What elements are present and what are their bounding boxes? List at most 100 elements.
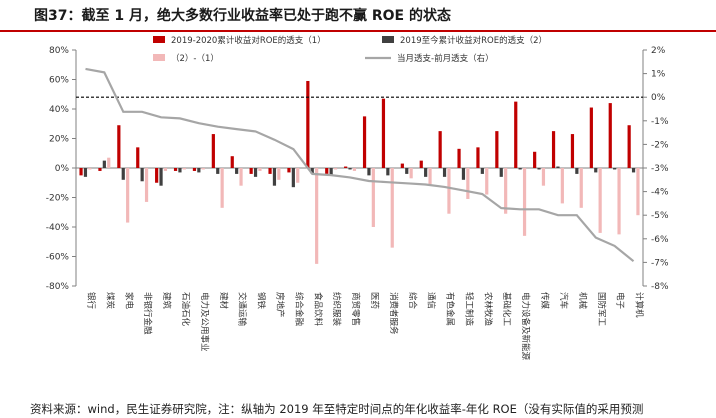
- bar-series-3: [163, 168, 168, 171]
- bar-series-3: [504, 168, 508, 214]
- bar-series-2: [405, 168, 409, 174]
- x-category-label: 农林牧渔: [482, 292, 493, 327]
- bar-series-2: [121, 168, 125, 180]
- bar-series-1: [249, 168, 253, 174]
- left-tick-label: -40%: [46, 223, 70, 233]
- legend-label-1: 2019-2020累计收益对ROE的透支（1）: [171, 35, 326, 46]
- bar-series-2: [499, 168, 503, 177]
- bar-series-1: [608, 103, 612, 168]
- bar-series-1: [438, 131, 442, 168]
- left-tick-label: -80%: [46, 282, 70, 292]
- bar-series-1: [381, 98, 386, 168]
- x-category-label: 医药: [369, 292, 380, 309]
- bar-series-2: [556, 166, 560, 168]
- bar-series-2: [197, 168, 201, 173]
- x-category-label: 通信: [426, 292, 437, 310]
- bar-series-1: [155, 168, 159, 183]
- bar-series-3: [201, 168, 205, 170]
- bar-series-3: [390, 168, 394, 248]
- bar-series-1: [400, 163, 404, 168]
- bar-series-3: [126, 168, 130, 223]
- right-tick-label: -5%: [651, 211, 669, 221]
- bar-series-2: [613, 168, 617, 170]
- bar-series-3: [144, 168, 149, 202]
- right-tick-label: -1%: [651, 117, 669, 127]
- left-tick-label: 80%: [49, 46, 69, 56]
- bar-series-3: [239, 168, 243, 186]
- bar-series-2: [461, 168, 466, 180]
- bar-series-3: [277, 168, 281, 180]
- right-tick-label: 2%: [651, 46, 666, 56]
- bar-series-3: [522, 168, 527, 236]
- left-tick-label: 60%: [49, 76, 69, 86]
- right-tick-label: -7%: [651, 258, 669, 268]
- line-series-monthly-change: [85, 67, 635, 263]
- x-category-label: 综合: [407, 292, 418, 310]
- bar-series-3: [598, 168, 602, 233]
- bar-series-3: [636, 168, 640, 216]
- x-category-label: 银行: [86, 292, 97, 310]
- chart: 80% 60% 40% 20% 0% -20% -40% -60% -80% 2% 1% 0% -1% -…: [46, 35, 669, 361]
- right-tick-label: -6%: [651, 235, 669, 245]
- bar-series-1: [211, 134, 215, 168]
- title-bar: 图37：截至 1 月，绝大多数行业收益率已处于跑不赢 ROE 的状态: [0, 0, 716, 32]
- bar-series-1: [192, 168, 197, 171]
- left-tick-label: 20%: [49, 135, 69, 145]
- bar-series-3: [541, 168, 546, 186]
- bar-series-3: [296, 168, 300, 183]
- x-category-label: 综合金融: [293, 292, 304, 327]
- bar-series-1: [173, 168, 178, 171]
- x-category-label: 国防军工: [596, 292, 607, 327]
- x-category-label: 汽车: [558, 292, 569, 309]
- bar-series-2: [442, 168, 447, 177]
- bar-series-1: [230, 156, 234, 168]
- bar-series-1: [344, 166, 348, 168]
- bar-series-3: [220, 168, 224, 208]
- bar-series-1: [627, 125, 631, 168]
- legend-label-4: 当月透支-前月透支（右）: [397, 53, 494, 64]
- bar-series-3: [617, 168, 621, 235]
- legend-swatch-2: [382, 36, 394, 43]
- bar-series-1: [476, 147, 480, 168]
- x-category-label: 钢铁: [256, 292, 267, 310]
- bar-series-2: [386, 168, 390, 176]
- bar-series-2: [140, 168, 144, 182]
- bar-series-3: [409, 168, 413, 179]
- left-tick-label: 40%: [49, 105, 69, 115]
- legend-label-3: （2）-（1）: [171, 53, 219, 64]
- x-category-label: 房地产: [274, 292, 285, 318]
- x-category-label: 电子: [615, 292, 626, 310]
- bar-series-2: [235, 168, 239, 174]
- bar-series-2: [480, 168, 484, 174]
- bar-series-2: [178, 168, 182, 173]
- bar-series-1: [268, 168, 272, 174]
- bar-series-1: [570, 134, 575, 168]
- right-tick-label: -8%: [651, 282, 669, 292]
- bar-series-2: [367, 168, 371, 176]
- bar-series-2: [272, 168, 277, 186]
- bar-series-1: [495, 131, 499, 168]
- bar-series-1: [287, 168, 291, 173]
- x-category-label: 交通运输: [237, 292, 248, 327]
- bar-series-2: [348, 168, 352, 170]
- right-tick-label: -2%: [651, 140, 669, 150]
- bar-series-3: [258, 168, 262, 171]
- x-category-label: 有色金属: [445, 292, 456, 326]
- bar-series-3: [560, 168, 564, 204]
- x-category-label: 食品饮料: [312, 292, 323, 327]
- legend-swatch-1: [153, 36, 165, 43]
- right-tick-label: -4%: [651, 188, 669, 198]
- bar-series-1: [533, 151, 537, 168]
- bar-series-2: [594, 168, 598, 173]
- bar-series-2: [575, 168, 579, 174]
- bar-series-2: [216, 168, 220, 174]
- bar-series-3: [333, 168, 338, 170]
- left-tick-label: -20%: [46, 194, 70, 204]
- bar-series-2: [537, 168, 541, 170]
- bar-series-1: [589, 107, 593, 168]
- bar-series-1: [514, 101, 518, 168]
- bar-series-1: [419, 160, 423, 168]
- bar-series-3: [371, 168, 375, 227]
- right-tick-label: 1%: [651, 70, 666, 80]
- x-category-label: 煤炭: [104, 292, 115, 310]
